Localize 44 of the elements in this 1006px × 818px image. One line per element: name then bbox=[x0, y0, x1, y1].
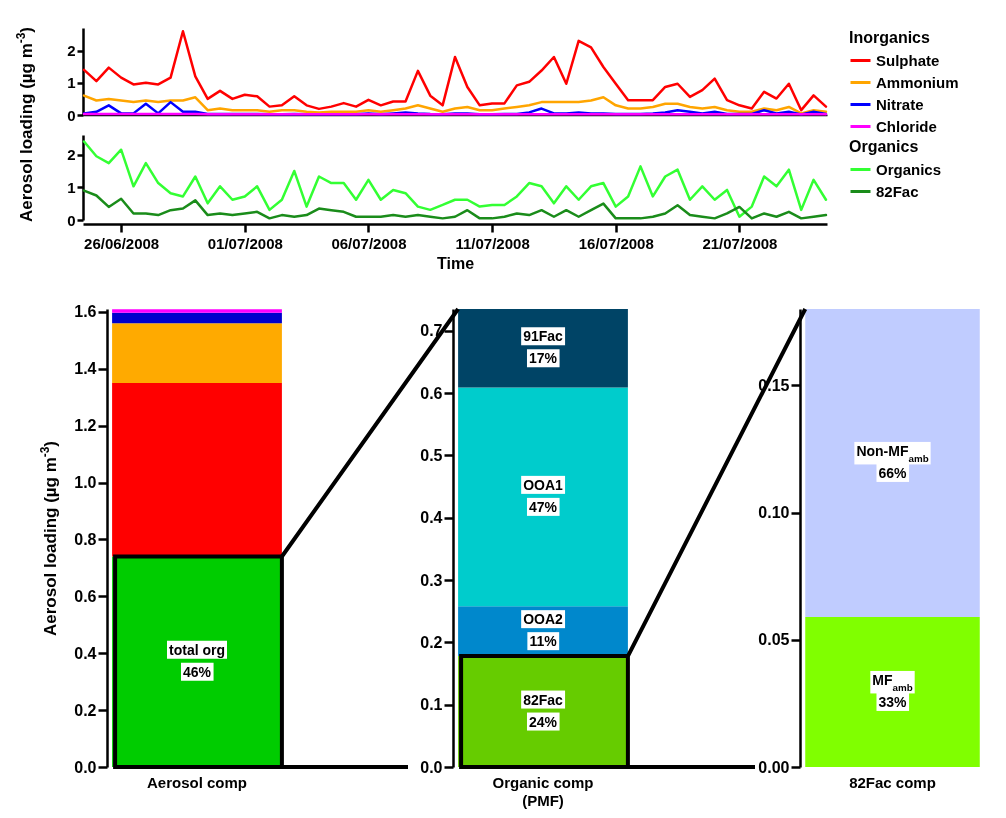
legend-title: Organics bbox=[849, 138, 919, 155]
y-tick-label: 0.4 bbox=[74, 644, 97, 662]
legend-title: Inorganics bbox=[849, 29, 931, 46]
x-tick-label: 26/06/2008 bbox=[84, 234, 160, 252]
y-tick-label: 0.05 bbox=[758, 631, 790, 649]
y-tick-label: 1.2 bbox=[74, 417, 97, 435]
y-tick-label: 0 bbox=[67, 211, 76, 229]
y-tick-label: 0.1 bbox=[420, 696, 443, 714]
y-tick-label: 0.3 bbox=[420, 571, 443, 589]
y-tick-label: 0.6 bbox=[420, 384, 443, 402]
y-tick-label: 2 bbox=[67, 146, 76, 164]
x-tick-label: 06/07/2008 bbox=[331, 234, 407, 252]
legend-label: Organics bbox=[876, 160, 942, 178]
y-tick-label: 1 bbox=[67, 178, 76, 196]
x-tick-label: 16/07/2008 bbox=[578, 234, 654, 252]
y-tick-label: 1 bbox=[67, 74, 76, 92]
x-tick-label: 01/07/2008 bbox=[207, 234, 283, 252]
legend-label: Chloride bbox=[876, 117, 937, 135]
y-tick-label: 1.0 bbox=[74, 474, 97, 492]
x-axis-title: Time bbox=[436, 254, 475, 272]
legend-label: Ammonium bbox=[876, 73, 959, 91]
x-tick-label: Organic comp (PMF) bbox=[492, 773, 594, 809]
y-tick-label: 0.10 bbox=[758, 504, 790, 522]
y-tick-label: 0.0 bbox=[74, 758, 97, 776]
y-tick-label: 0.7 bbox=[420, 322, 443, 340]
y-tick-label: 0.4 bbox=[420, 509, 443, 527]
y-tick-label: 0 bbox=[67, 106, 76, 124]
x-tick-label: 11/07/2008 bbox=[455, 234, 530, 252]
x-tick-label: Aerosol comp bbox=[146, 773, 248, 791]
y-tick-label: 0.5 bbox=[420, 446, 443, 464]
y-tick-label: 1.4 bbox=[74, 360, 97, 378]
x-tick-label: 82Fac comp bbox=[849, 773, 936, 791]
y-tick-label: 0.00 bbox=[758, 758, 790, 776]
legend-label: Sulphate bbox=[876, 51, 940, 69]
y-tick-label: 0.6 bbox=[74, 587, 97, 605]
legend-label: Nitrate bbox=[876, 95, 924, 113]
legend-label: 82Fac bbox=[876, 182, 919, 200]
y-tick-label: 0.8 bbox=[74, 530, 97, 548]
y-tick-label: 1.6 bbox=[74, 303, 97, 321]
y-tick-label: 2 bbox=[67, 42, 76, 60]
y-tick-label: 0.0 bbox=[420, 758, 443, 776]
y-tick-label: 0.2 bbox=[74, 701, 97, 719]
y-tick-label: 0.2 bbox=[420, 633, 443, 651]
x-tick-label: 21/07/2008 bbox=[702, 234, 778, 252]
